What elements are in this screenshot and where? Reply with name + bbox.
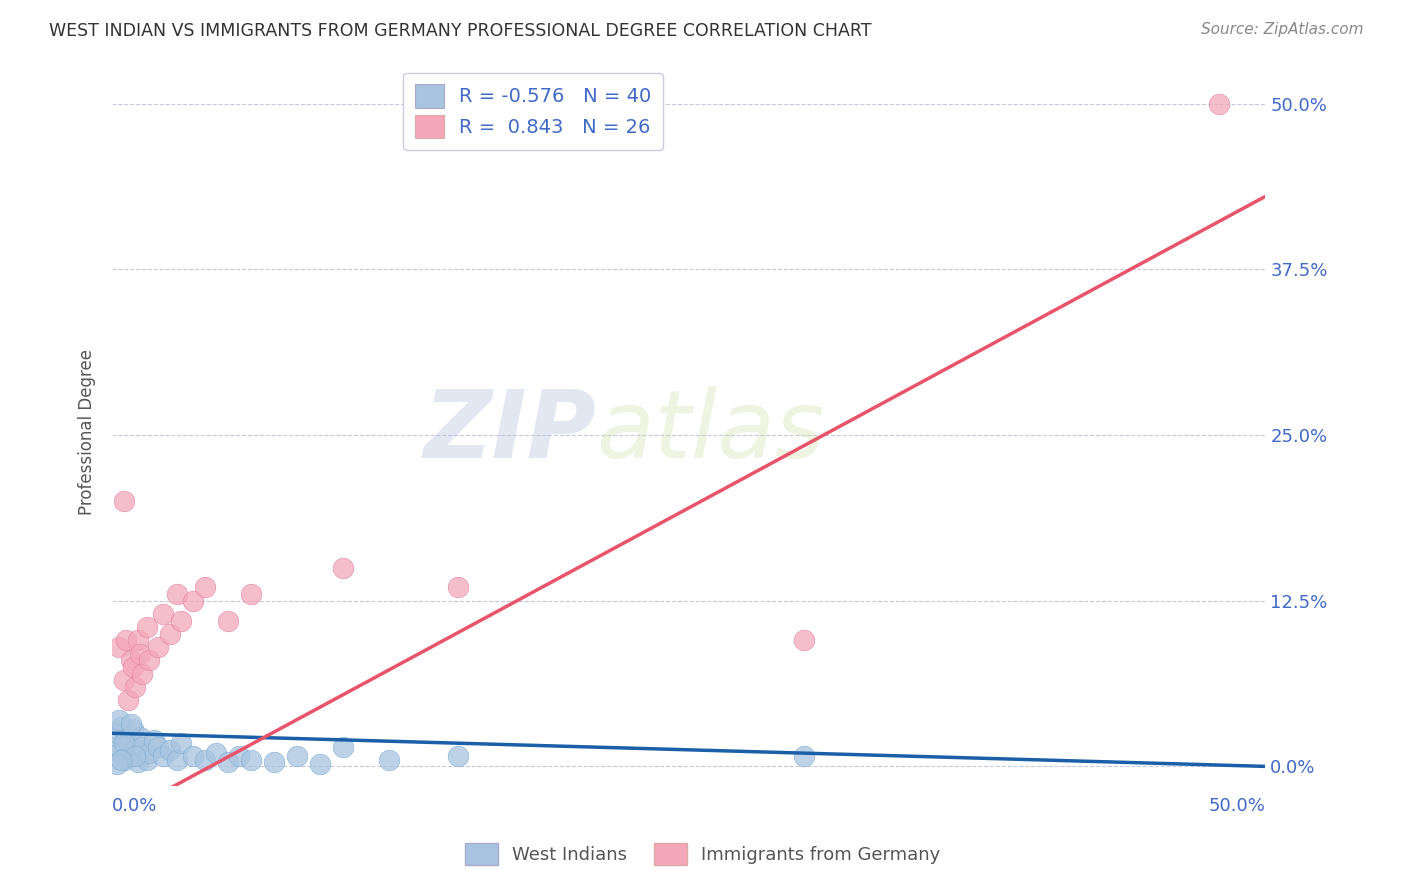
Point [447,581,470,595]
Point [117,693,139,707]
Point [239,753,262,767]
Text: WEST INDIAN VS IMMIGRANTS FROM GERMANY PROFESSIONAL DEGREE CORRELATION CHART: WEST INDIAN VS IMMIGRANTS FROM GERMANY P… [49,22,872,40]
Point [120,653,142,667]
Point [193,581,215,595]
Point [129,730,152,744]
Point [159,627,181,641]
Point [122,723,145,737]
Y-axis label: Professional Degree: Professional Degree [79,349,96,515]
Point [117,735,139,749]
Point [205,746,228,760]
Point [138,653,160,667]
Point [148,739,170,754]
Point [112,494,135,508]
Point [1208,96,1230,111]
Point [332,739,354,754]
Point [138,746,160,760]
Point [193,753,215,767]
Point [120,717,142,731]
Point [170,614,193,628]
Point [127,756,149,770]
Point [217,614,239,628]
Point [105,756,128,771]
Text: 0.0%: 0.0% [112,797,157,815]
Point [124,743,146,757]
Point [115,633,138,648]
Text: 50.0%: 50.0% [1209,797,1265,815]
Point [378,753,401,767]
Point [228,748,250,763]
Point [239,587,262,601]
Point [308,756,330,771]
Point [120,748,142,763]
Point [217,756,239,770]
Point [152,748,174,763]
Text: ZIP: ZIP [423,385,596,477]
Point [285,748,308,763]
Point [793,748,815,763]
Point [108,640,131,654]
Point [110,720,132,734]
Point [166,587,188,601]
Point [263,756,285,770]
Point [181,748,204,763]
Point [103,739,125,754]
Point [131,739,153,754]
Point [332,560,354,574]
Point [166,753,188,767]
Point [142,732,165,747]
Point [148,640,170,654]
Point [152,607,174,621]
Point [793,633,815,648]
Point [112,735,135,749]
Point [124,748,146,763]
Text: Source: ZipAtlas.com: Source: ZipAtlas.com [1201,22,1364,37]
Point [159,743,181,757]
Point [129,647,152,661]
Legend: R = -0.576   N = 40, R =  0.843   N = 26: R = -0.576 N = 40, R = 0.843 N = 26 [404,72,664,150]
Point [127,633,149,648]
Point [112,673,135,688]
Point [135,753,157,767]
Point [112,753,135,767]
Point [110,753,132,767]
Point [181,593,204,607]
Legend: West Indians, Immigrants from Germany: West Indians, Immigrants from Germany [458,836,948,872]
Point [105,726,128,740]
Point [122,660,145,674]
Text: atlas: atlas [596,386,825,477]
Point [124,680,146,694]
Point [108,713,131,727]
Point [131,666,153,681]
Point [447,748,470,763]
Point [108,746,131,760]
Point [170,735,193,749]
Point [115,732,138,747]
Point [135,620,157,634]
